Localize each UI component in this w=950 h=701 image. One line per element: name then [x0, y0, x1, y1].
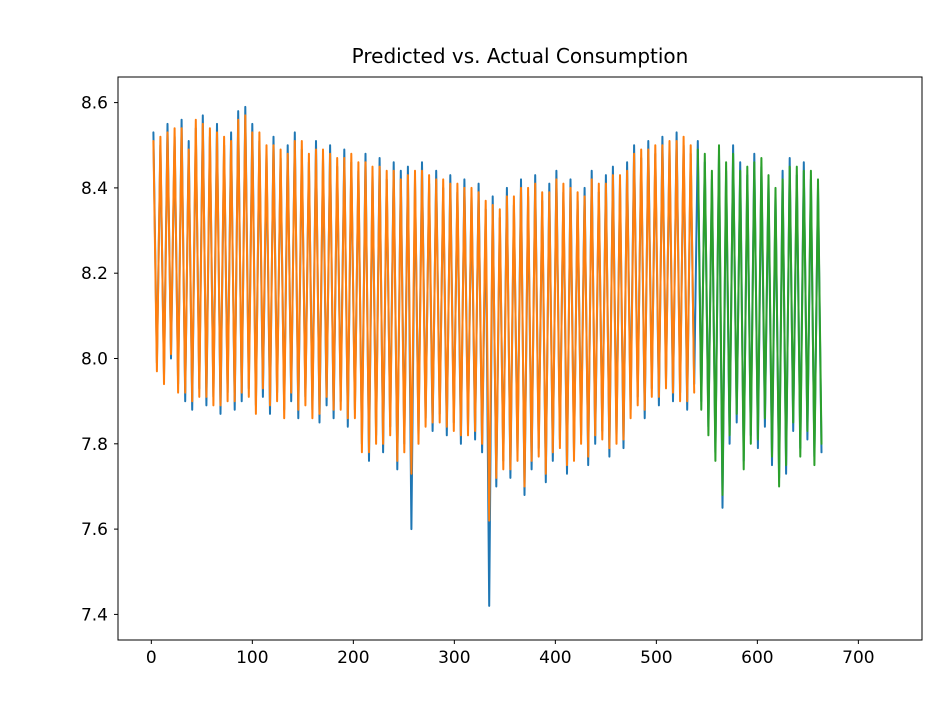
y-tick-label: 8.4	[81, 179, 108, 199]
y-tick-label: 7.4	[81, 605, 108, 625]
x-tick-label: 700	[842, 648, 874, 668]
x-tick-label: 0	[146, 648, 157, 668]
x-tick-label: 300	[438, 648, 470, 668]
y-tick-label: 8.0	[81, 350, 108, 370]
y-tick-label: 7.8	[81, 435, 108, 455]
series-line-predicted-test	[696, 144, 823, 496]
y-tick-label: 8.6	[81, 94, 108, 114]
chart-title: Predicted vs. Actual Consumption	[351, 44, 689, 68]
x-tick-label: 500	[640, 648, 672, 668]
y-tick-label: 7.6	[81, 520, 108, 540]
x-tick-label: 400	[539, 648, 571, 668]
x-tick-label: 200	[337, 648, 369, 668]
y-tick-label: 8.2	[81, 264, 108, 284]
x-tick-label: 100	[236, 648, 268, 668]
series-line-predicted-train	[152, 114, 696, 522]
x-tick-label: 600	[741, 648, 773, 668]
